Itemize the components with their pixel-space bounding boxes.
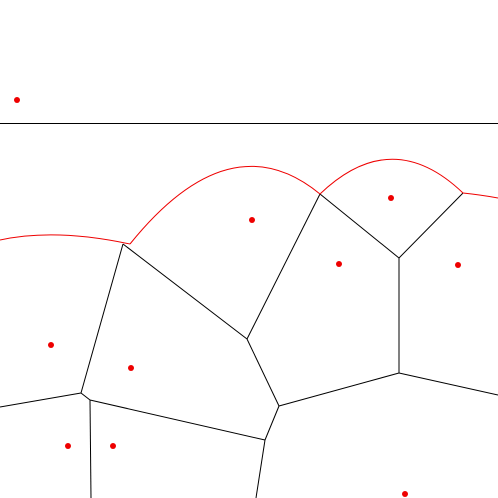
site (110, 443, 116, 449)
site (249, 217, 255, 223)
edge (0, 392, 82, 408)
site (48, 342, 54, 348)
site (455, 262, 461, 268)
edge (89, 399, 92, 498)
site (65, 443, 71, 449)
edge (278, 372, 400, 407)
edge (255, 439, 266, 498)
beach-arc (129, 165, 321, 245)
edge (89, 399, 266, 441)
sweep-site (14, 97, 20, 103)
voronoi-edges (0, 192, 498, 498)
beach-arc (319, 158, 464, 195)
site (388, 195, 394, 201)
site (128, 365, 134, 371)
edge (80, 243, 124, 394)
beach-line (0, 158, 498, 245)
site (336, 261, 342, 267)
edge (246, 338, 280, 407)
edge (319, 193, 400, 259)
site (402, 491, 408, 497)
sites (48, 195, 461, 497)
edge (398, 192, 464, 259)
beach-arc (0, 234, 131, 245)
edge (122, 243, 248, 340)
edge (264, 405, 280, 441)
edge (246, 193, 321, 340)
edge (398, 372, 498, 396)
edge (80, 392, 91, 401)
beach-arc (462, 192, 498, 199)
